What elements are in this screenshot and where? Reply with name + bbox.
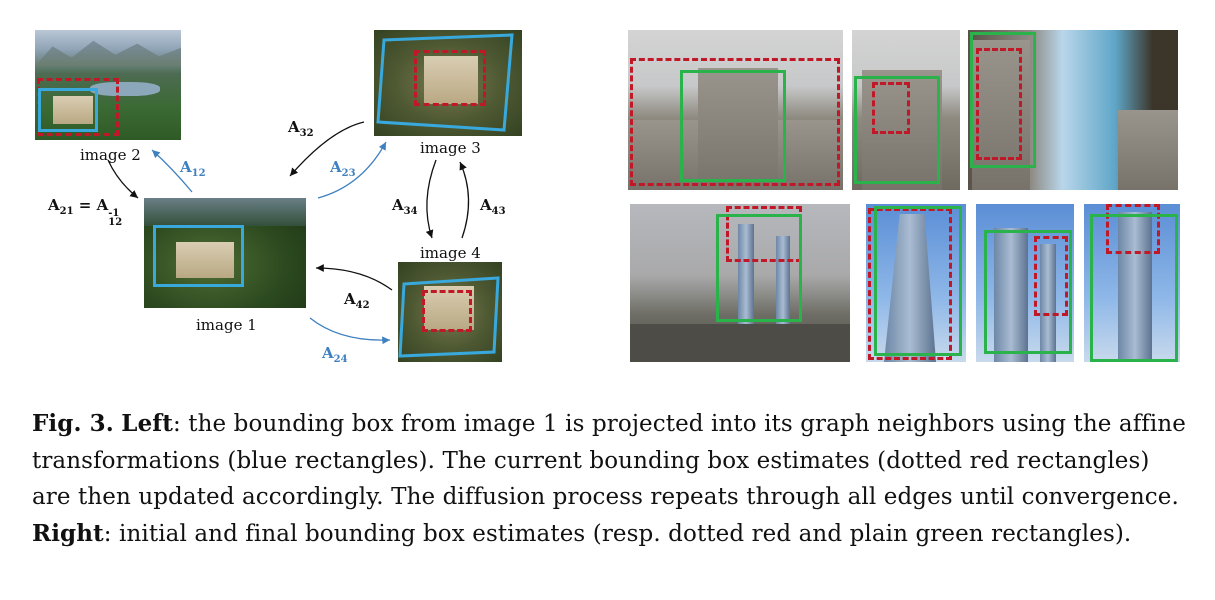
edge-a42 [315,264,393,291]
edge-a24 [309,317,391,345]
example-tower-3-initial-box [1034,236,1068,316]
image-4-estimate-box [422,290,472,332]
edge-a21 [107,159,139,199]
edge-a32 [289,121,365,177]
label-a32: A32 [288,118,314,139]
image-2-projected-box [38,88,98,132]
example-castle-2-initial-box [872,82,910,134]
figure-caption: Fig. 3. Left: the bounding box from imag… [32,406,1192,552]
caption-left-label: Left [121,410,174,437]
example-tower-1-final-box [716,214,802,322]
label-a42: A42 [344,290,370,311]
example-castle-1-final-box [680,70,786,182]
label-a12: A12 [180,158,206,179]
edge-a43 [459,161,470,239]
image-4-projected-box [398,276,500,358]
example-tower-1 [630,204,850,362]
example-castle-2-final-box [854,76,940,184]
edge-a23 [317,141,387,199]
label-a23: A23 [330,158,356,179]
image-3-projected-shape [376,33,514,132]
edge-a12 [151,149,193,193]
caption-right-label: Right [32,519,104,547]
caption-fig-label: Fig. 3. [32,410,114,437]
label-a43: A43 [480,196,506,217]
label-a21: A21 = A -1 12 [48,196,123,228]
example-tower-2-final-box [874,206,962,356]
image-3-photo [374,30,522,136]
image-3-projected-box [374,30,522,136]
image-3-label: image 3 [420,139,481,157]
example-tower-3-final-box [984,230,1072,354]
example-castle-3 [968,30,1178,190]
image-2-photo [35,30,181,140]
image-1-photo [144,198,306,308]
example-castle-1-initial-box [630,58,840,186]
graph-edges [107,121,470,345]
example-tower-4-final-box [1090,214,1178,362]
image-1-label: image 1 [196,316,257,334]
image-1-source-box [153,225,244,287]
label-a24: A24 [322,344,348,365]
example-tower-4-initial-box [1106,204,1160,254]
example-castle-3-initial-box [976,48,1022,160]
image-2-label: image 2 [80,146,141,164]
image-4-photo [398,262,502,362]
image-3-estimate-box [414,50,486,106]
example-castle-2 [852,30,960,190]
example-castle-3-final-box [970,32,1036,168]
caption-left-text: : the bounding box from image 1 is proje… [32,411,1187,510]
example-tower-2-initial-box [868,208,952,360]
example-tower-4 [1084,204,1180,362]
edge-a34 [425,159,437,239]
example-tower-2 [866,204,966,362]
image-4-label: image 4 [420,244,481,262]
example-tower-3 [976,204,1074,362]
label-a34: A34 [392,196,418,217]
example-castle-1 [628,30,843,190]
caption-right-text: : initial and final bounding box estimat… [103,520,1132,547]
